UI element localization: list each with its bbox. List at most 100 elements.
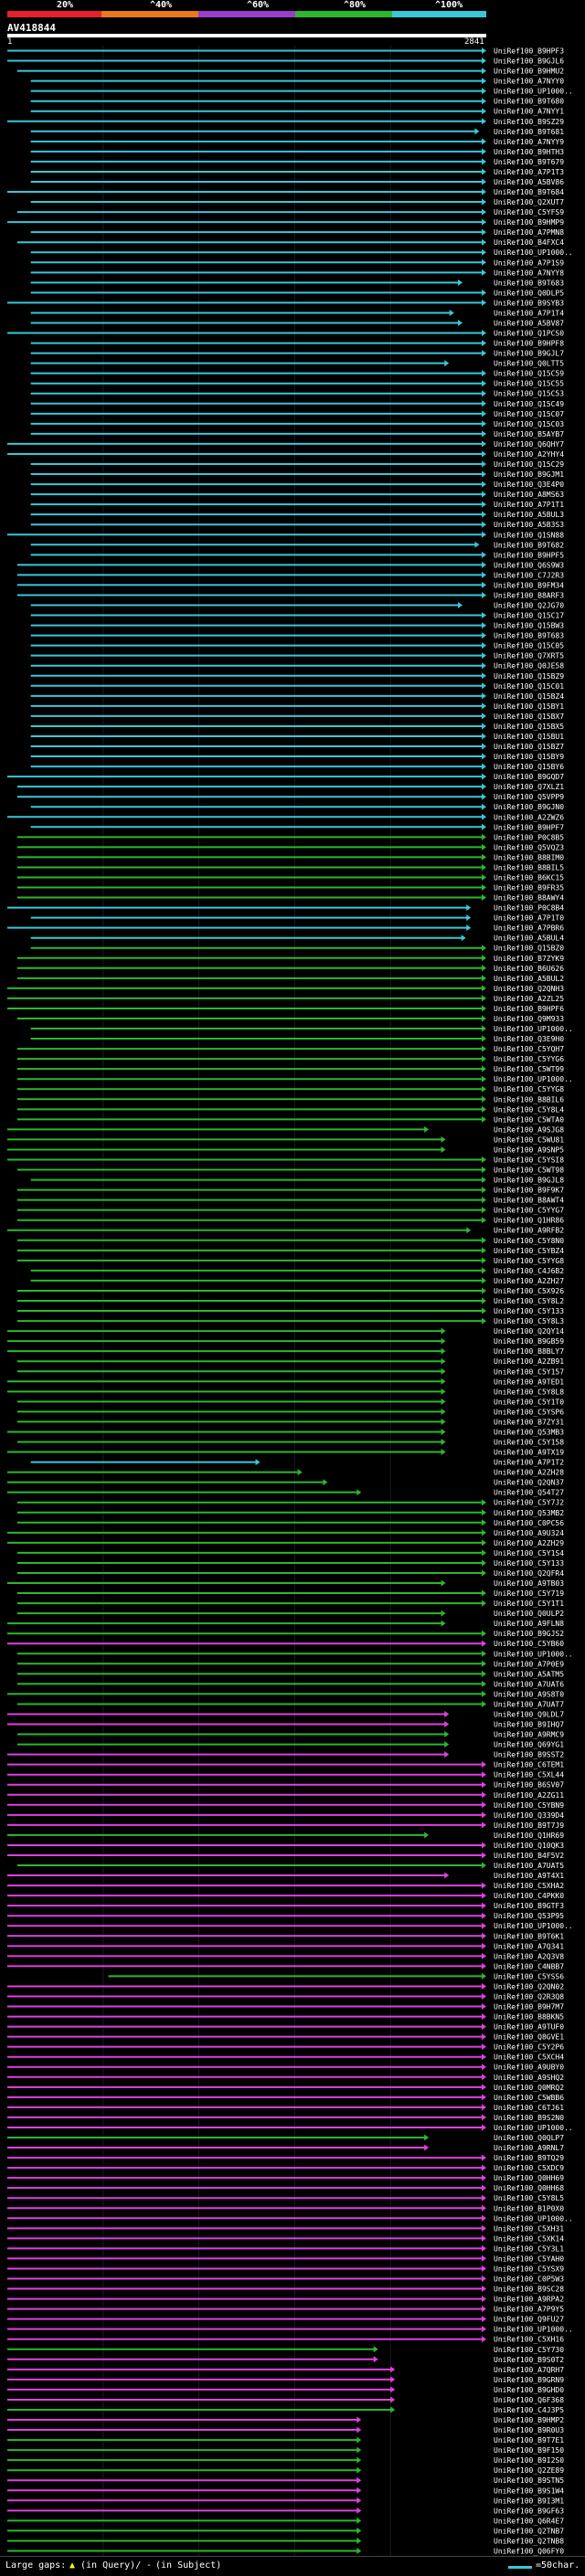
hit-label[interactable]: UniRef100_C5XDC9 [494,2164,564,2172]
hit-label[interactable]: UniRef100_B9T683 [494,279,564,287]
hit-label[interactable]: UniRef100_A5BUL2 [494,975,564,983]
hit-label[interactable]: UniRef100_B9F150 [494,2446,564,2455]
hit-row[interactable]: UniRef100_UP1000.. [7,1922,573,1930]
hit-row[interactable]: UniRef100_B7ZY31 [16,1418,564,1426]
hit-row[interactable]: UniRef100_A7NYY8 [30,269,565,277]
hit-label[interactable]: UniRef100_B9T681 [494,128,564,136]
hit-row[interactable]: UniRef100_Q15C17 [30,612,565,620]
hit-row[interactable]: UniRef100_A7PMN8 [30,228,565,237]
hit-row[interactable]: UniRef100_Q2XUT7 [30,198,565,206]
hit-row[interactable]: UniRef100_C5WU81 [7,1135,564,1144]
hit-label[interactable]: UniRef100_Q2JG70 [494,602,564,610]
hit-row[interactable]: UniRef100_B8ARF3 [16,591,564,599]
hit-label[interactable]: UniRef100_B8BLY7 [494,1347,564,1356]
hit-row[interactable]: UniRef100_C5WT99 [16,1065,564,1073]
hit-row[interactable]: UniRef100_Q2JG70 [30,602,565,610]
hit-row[interactable]: UniRef100_A2ZG11 [7,1791,564,1800]
hit-label[interactable]: UniRef100_B9HMU2 [494,68,564,76]
hit-row[interactable]: UniRef100_Q1SN88 [7,531,564,539]
hit-label[interactable]: UniRef100_Q15C07 [494,410,564,418]
hit-row[interactable]: UniRef100_Q5VPP9 [16,793,564,801]
hit-label[interactable]: UniRef100_C0PC56 [494,1519,564,1527]
hit-label[interactable]: UniRef100_B9GJL6 [494,58,564,66]
hit-label[interactable]: UniRef100_C5XH31 [494,2224,564,2233]
hit-row[interactable]: UniRef100_C5WTA0 [16,1115,564,1124]
hit-row[interactable]: UniRef100_A7UAT7 [16,1700,564,1708]
hit-label[interactable]: UniRef100_B7ZY31 [494,1418,564,1426]
hit-row[interactable]: UniRef100_A2ZH27 [30,1277,565,1285]
hit-label[interactable]: UniRef100_B8BIL6 [494,1095,564,1103]
hit-label[interactable]: UniRef100_A7PMN8 [494,228,564,237]
hit-label[interactable]: UniRef100_B9GB59 [494,1337,564,1346]
hit-label[interactable]: UniRef100_A7P1S9 [494,259,564,267]
hit-row[interactable]: UniRef100_C7J2R3 [16,571,564,579]
hit-label[interactable]: UniRef100_C5YSI8 [494,1156,564,1164]
hit-label[interactable]: UniRef100_A7NYY0 [494,78,564,86]
hit-row[interactable]: UniRef100_B9T684 [7,188,564,196]
hit-row[interactable]: UniRef100_C5Y158 [16,1439,564,1447]
hit-row[interactable]: UniRef100_C4J3P5 [7,2406,564,2414]
hit-label[interactable]: UniRef100_A5BV86 [494,178,564,186]
hit-row[interactable]: UniRef100_Q15BZ4 [30,692,565,701]
hit-row[interactable]: UniRef100_B9GJL6 [7,58,564,66]
hit-label[interactable]: UniRef100_B9HPF3 [494,48,564,56]
hit-label[interactable]: UniRef100_B9T682 [494,541,564,549]
hit-row[interactable]: UniRef100_B8BKN5 [7,2013,564,2022]
hit-row[interactable]: UniRef100_A7P1T1 [30,501,565,509]
hit-label[interactable]: UniRef100_A2ZG11 [494,1791,564,1800]
hit-row[interactable]: UniRef100_B9GHD0 [7,2386,564,2394]
hit-row[interactable]: UniRef100_Q15BY1 [30,702,565,711]
hit-label[interactable]: UniRef100_C5Y133 [494,1559,564,1568]
hit-row[interactable]: UniRef100_B9HPF3 [7,48,564,56]
hit-row[interactable]: UniRef100_Q53MB2 [16,1509,564,1517]
hit-label[interactable]: UniRef100_B9HPF5 [494,551,564,559]
hit-row[interactable]: UniRef100_C5YSS6 [108,1972,565,1980]
hit-label[interactable]: UniRef100_Q15C03 [494,420,564,428]
hit-row[interactable]: UniRef100_A9SNP5 [7,1145,564,1154]
hit-row[interactable]: UniRef100_B9S2N0 [7,2114,564,2122]
hit-row[interactable]: UniRef100_A9RFB2 [7,1227,564,1235]
hit-label[interactable]: UniRef100_B9HPF8 [494,340,564,348]
hit-row[interactable]: UniRef100_Q6R4E7 [7,2517,564,2525]
hit-row[interactable]: UniRef100_Q0HH68 [7,2184,564,2192]
hit-row[interactable]: UniRef100_Q15BX7 [30,713,565,721]
hit-row[interactable]: UniRef100_A7P1T3 [30,168,565,176]
hit-row[interactable]: UniRef100_B9SZ29 [7,118,564,126]
hit-row[interactable]: UniRef100_Q15C49 [30,400,565,408]
hit-row[interactable]: UniRef100_Q6QHY7 [7,440,564,449]
hit-row[interactable]: UniRef100_C5XH16 [7,2336,564,2344]
hit-label[interactable]: UniRef100_C5Y8L4 [494,1105,564,1114]
hit-row[interactable]: UniRef100_C5Y8L3 [16,1317,564,1325]
hit-label[interactable]: UniRef100_UP1000.. [494,1650,573,1658]
hit-label[interactable]: UniRef100_B9FR35 [494,884,564,892]
hit-label[interactable]: UniRef100_C5XK14 [494,2234,564,2243]
hit-row[interactable]: UniRef100_A2Q3V8 [7,1952,564,1960]
hit-row[interactable]: UniRef100_C5YYG7 [16,1207,564,1215]
hit-row[interactable]: UniRef100_C5Y8L8 [7,1388,564,1396]
hit-row[interactable]: UniRef100_Q2TNB7 [7,2527,564,2535]
hit-row[interactable]: UniRef100_B9HPF5 [30,551,565,559]
hit-label[interactable]: UniRef100_Q8GVE1 [494,2033,564,2042]
hit-label[interactable]: UniRef100_Q0DLP5 [494,289,564,297]
hit-label[interactable]: UniRef100_Q15C49 [494,400,564,408]
hit-row[interactable]: UniRef100_B9GTF3 [7,1902,564,1910]
hit-row[interactable]: UniRef100_B6KC15 [16,873,564,882]
hit-row[interactable]: UniRef100_Q339D4 [7,1811,564,1820]
hit-row[interactable]: UniRef100_Q0ULP2 [16,1610,564,1618]
hit-row[interactable]: UniRef100_A2ZH28 [7,1469,564,1477]
hit-row[interactable]: UniRef100_Q0JE58 [30,662,565,670]
hit-row[interactable]: UniRef100_A7P1S9 [30,259,565,267]
hit-label[interactable]: UniRef100_Q9FU27 [494,2316,564,2324]
hit-row[interactable]: UniRef100_Q0LTT5 [30,360,565,368]
hit-row[interactable]: UniRef100_Q54T27 [7,1489,564,1497]
hit-label[interactable]: UniRef100_C5Y7J2 [494,1499,564,1507]
hit-label[interactable]: UniRef100_A7P0E9 [494,1660,564,1668]
hit-label[interactable]: UniRef100_Q15C05 [494,642,564,650]
hit-row[interactable]: UniRef100_Q69YG1 [16,1741,564,1749]
hit-row[interactable]: UniRef100_B8AWT4 [16,1197,564,1205]
hit-row[interactable]: UniRef100_A7UAT5 [16,1862,564,1870]
hit-label[interactable]: UniRef100_A7QRH7 [494,2366,564,2374]
hit-row[interactable]: UniRef100_B9GJL7 [30,350,565,358]
hit-row[interactable]: UniRef100_B9F150 [7,2446,564,2455]
hit-label[interactable]: UniRef100_Q2R3Q8 [494,1992,564,2001]
